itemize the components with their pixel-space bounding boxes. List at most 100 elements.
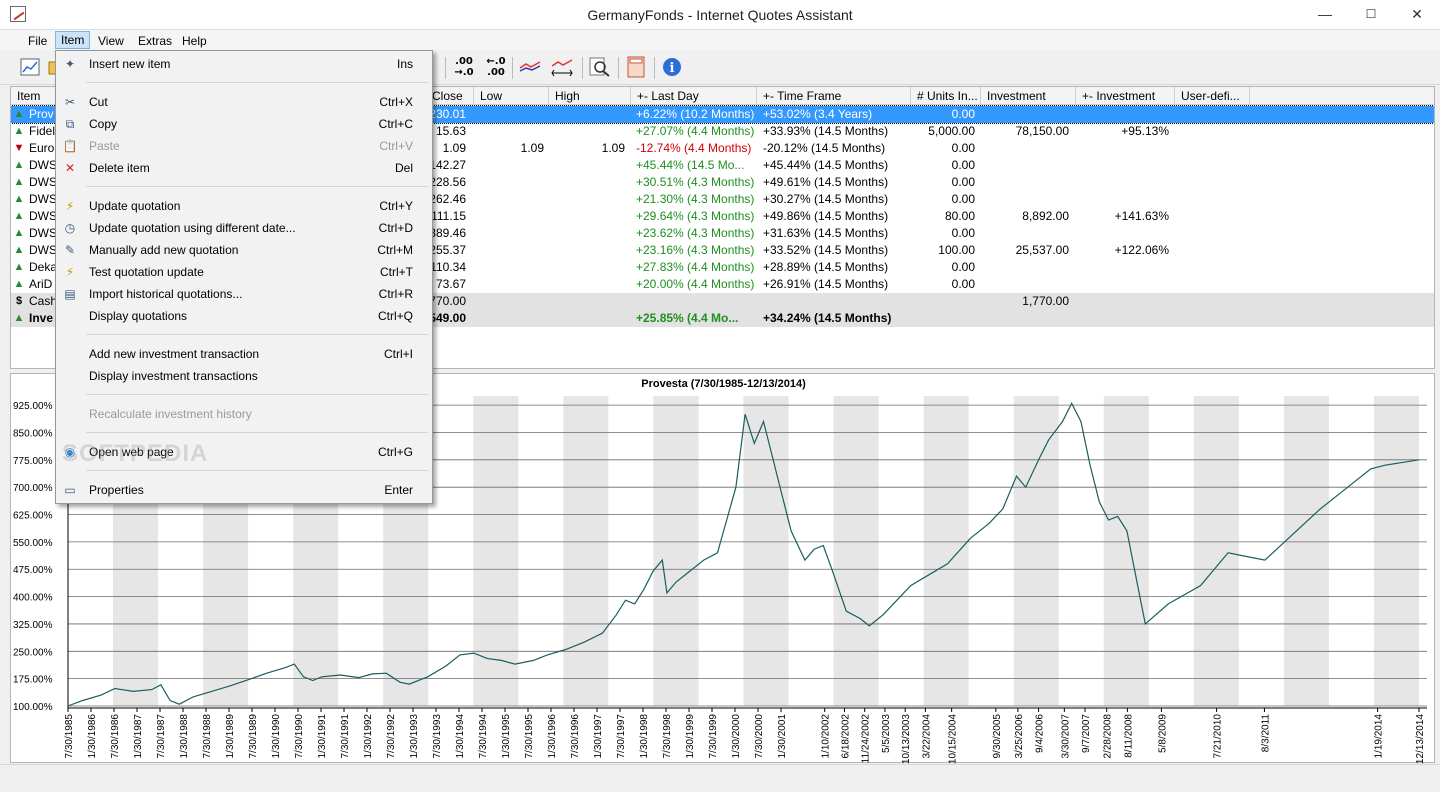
x-tick-label: 5/5/2003	[881, 714, 892, 753]
calculator-icon[interactable]	[624, 56, 648, 80]
cell-close: 255.37	[429, 243, 466, 257]
menu-item-shortcut: Ctrl+M	[377, 243, 413, 257]
menu-view[interactable]: View	[98, 34, 124, 48]
table-row[interactable]: ▲ DWS 142.27 +45.44% (14.5 Mo... +45.44% (14…	[11, 157, 1434, 174]
menu-item-label: Copy	[89, 117, 118, 131]
table-row[interactable]: ▲ Fidel 15.63 +27.07% (4.4 Months) +33.93% (…	[11, 123, 1434, 140]
properties-icon: ▭	[64, 483, 76, 497]
cell-inv-change: +95.13%	[1121, 124, 1169, 138]
table-row[interactable]: ▲ DWS 111.15 +29.64% (4.3 Months) +49.86% (1…	[11, 208, 1434, 225]
close-button[interactable]: ✕	[1411, 6, 1423, 22]
trend-up-icon: ▲	[13, 176, 25, 188]
menu-item-label: Open web page	[89, 445, 174, 459]
menu-separator	[86, 394, 428, 395]
y-tick-label: 250.00%	[13, 647, 53, 658]
x-tick-label: 7/30/1999	[708, 714, 719, 759]
menu-item-open-web-page[interactable]: ◉ Open web page Ctrl+G	[58, 441, 430, 463]
menu-item-update-quotation[interactable]: ⚡ Update quotation Ctrl+Y	[58, 195, 430, 217]
minimize-button[interactable]: —	[1318, 6, 1332, 22]
table-row[interactable]: ▲ DWS 255.37 +23.16% (4.3 Months) +33.52% (1…	[11, 242, 1434, 259]
trend-up-alert-icon: ▲	[13, 227, 25, 239]
info-icon[interactable]: i	[660, 56, 684, 80]
import-icon: ▤	[64, 287, 76, 301]
menu-item-paste[interactable]: 📋 Paste Ctrl+V	[58, 135, 430, 157]
x-tick-label: 7/30/2000	[754, 714, 765, 759]
menu-item-label: Update quotation	[89, 199, 181, 213]
table-row[interactable]: ▲ Deka 110.34 +27.83% (4.4 Months) +28.89% (…	[11, 259, 1434, 276]
splitter[interactable]	[10, 369, 1435, 373]
menu-separator	[86, 432, 428, 433]
y-tick-label: 475.00%	[13, 565, 53, 576]
range-chart-icon[interactable]	[550, 56, 574, 80]
menu-extras[interactable]: Extras	[138, 34, 173, 48]
cell-inv-change	[1076, 225, 1169, 242]
menu-item-display-quotations[interactable]: Display quotations Ctrl+Q	[58, 305, 430, 327]
menu-item-add-new-investment-transaction[interactable]: Add new investment transaction Ctrl+I	[58, 343, 430, 365]
compare-chart-icon[interactable]	[518, 56, 542, 80]
column-header-investment[interactable]: Investment	[981, 87, 1076, 105]
column-header-time-frame[interactable]: +- Time Frame	[757, 87, 911, 105]
menu-item-insert-new-item[interactable]: ✦ Insert new item Ins	[58, 53, 430, 75]
menu-file[interactable]: File	[28, 34, 48, 48]
menu-item-manually-add-new-quotation[interactable]: ✎ Manually add new quotation Ctrl+M	[58, 239, 430, 261]
x-tick-label: 10/15/2004	[948, 714, 959, 764]
table-row[interactable]: ▲ DWS 389.46 +23.62% (4.3 Months) +31.63% (1…	[11, 225, 1434, 242]
decimals-increase-icon[interactable]: .00 →.0	[454, 56, 474, 78]
cell-units	[911, 310, 975, 327]
column-header-user-defined[interactable]: User-defi...	[1175, 87, 1250, 105]
window-title: GermanyFonds - Internet Quotes Assistant	[587, 7, 853, 23]
cell-close: 230.01	[429, 107, 466, 121]
menu-item-test-quotation-update[interactable]: ⚡ Test quotation update Ctrl+T	[58, 261, 430, 283]
table-row[interactable]: ▲ AriD 73.67 +20.00% (4.4 Months) +26.91% (1…	[11, 276, 1434, 293]
x-tick-label: 6/18/2002	[840, 714, 851, 759]
menu-item-import-historical-quotations[interactable]: ▤ Import historical quotations... Ctrl+R	[58, 283, 430, 305]
cell-timeframe: +30.27% (14.5 Months)	[763, 192, 889, 206]
y-tick-label: 550.00%	[13, 538, 53, 549]
column-header-close[interactable]: Close	[426, 87, 474, 105]
y-tick-label: 175.00%	[13, 675, 53, 686]
maximize-button[interactable]: ☐	[1365, 7, 1377, 21]
x-tick-label: 7/30/1990	[294, 714, 305, 759]
menu-item-shortcut: Ctrl+T	[380, 265, 413, 279]
menu-item-display-investment-transactions[interactable]: Display investment transactions	[58, 365, 430, 387]
cell-investment: 78,150.00	[1015, 124, 1069, 138]
cell-inv-change	[1076, 106, 1169, 123]
cell-low: 1.09	[520, 141, 544, 155]
column-header-high[interactable]: High	[549, 87, 631, 105]
cell-units: 0.00	[951, 158, 975, 172]
x-tick-label: 1/30/2000	[731, 714, 742, 759]
chart-icon[interactable]	[18, 56, 42, 80]
table-row[interactable]: ▼ Euro 1.09 1.09 1.09 -12.74% (4.4 Months) -20…	[11, 140, 1434, 157]
menu-separator	[86, 470, 428, 471]
cell-low	[474, 123, 544, 140]
menu-item-copy[interactable]: ⧉ Copy Ctrl+C	[58, 113, 430, 135]
cell-close: 111.15	[431, 209, 466, 223]
table-row[interactable]: ▲ DWS 262.46 +21.30% (4.3 Months) +30.27% (1…	[11, 191, 1434, 208]
x-tick-label: 7/30/1987	[156, 714, 167, 759]
column-header-last-day[interactable]: +- Last Day	[631, 87, 757, 105]
menu-item-recalculate-investment-history[interactable]: Recalculate investment history	[58, 403, 430, 425]
app-icon[interactable]	[10, 6, 26, 22]
column-header-investment-change[interactable]: +- Investment	[1076, 87, 1175, 105]
table-row[interactable]: ▲ DWS 228.56 +30.51% (4.3 Months) +49.61% (1…	[11, 174, 1434, 191]
menu-item-delete-item[interactable]: ✕ Delete item Del	[58, 157, 430, 179]
magnifier-icon[interactable]	[588, 56, 612, 80]
cell-close: 110.34	[430, 260, 466, 274]
menu-item-update-quotation-using-different-date[interactable]: ◷ Update quotation using different date..…	[58, 217, 430, 239]
column-header-units[interactable]: # Units In...	[911, 87, 981, 105]
cell-units: 5,000.00	[928, 124, 975, 138]
decimals-decrease-icon[interactable]: ←.0 .00	[486, 56, 506, 78]
cell-item-name: DWS	[29, 158, 57, 172]
cell-timeframe	[763, 293, 911, 310]
menu-item[interactable]: Item	[55, 31, 91, 49]
y-tick-label: 925.00%	[13, 401, 53, 412]
menu-item-cut[interactable]: ✂ Cut Ctrl+X	[58, 91, 430, 113]
menu-item-properties[interactable]: ▭ Properties Enter	[58, 479, 430, 501]
column-header-low[interactable]: Low	[474, 87, 549, 105]
series-line	[67, 401, 1420, 707]
y-tick-label: 100.00%	[13, 702, 53, 713]
cash-icon: $	[15, 295, 23, 307]
cell-units: 0.00	[951, 226, 975, 240]
chart-band	[743, 396, 789, 706]
menu-help[interactable]: Help	[182, 34, 207, 48]
